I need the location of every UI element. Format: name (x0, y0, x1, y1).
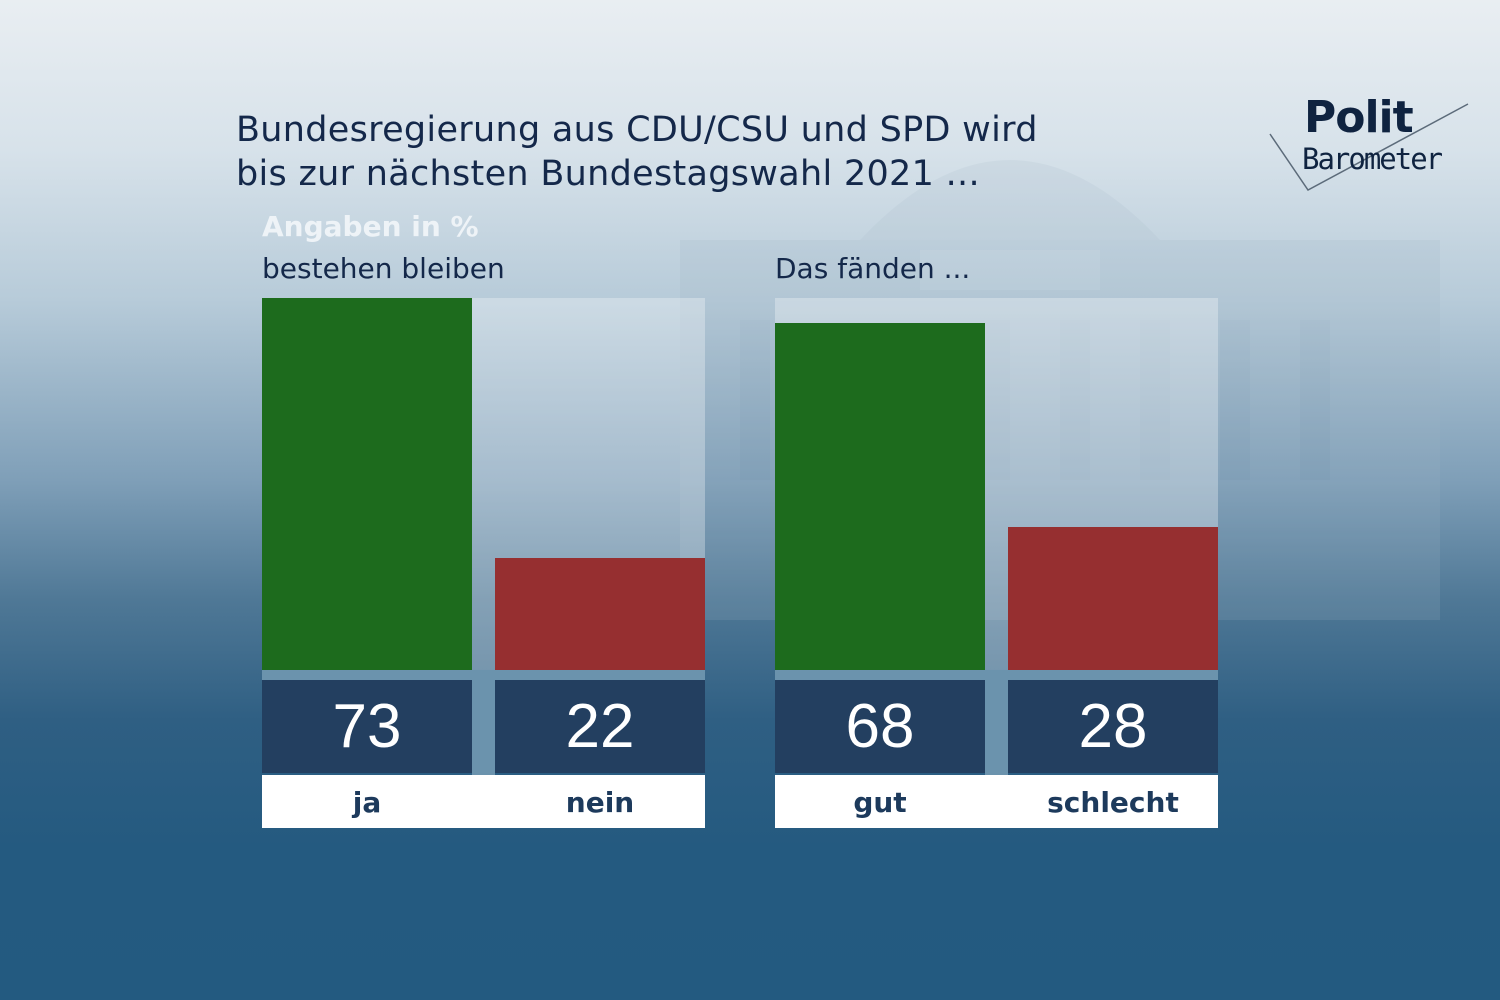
category-label-ja: ja (352, 786, 382, 819)
value-label-schlecht: 28 (1008, 680, 1218, 773)
logo-barometer: Barometer (1302, 142, 1443, 176)
unit-note: Angaben in % (262, 210, 479, 243)
politbarometer-logo: Polit Barometer (1268, 92, 1483, 202)
bar-gut (775, 323, 985, 670)
value-label-nein: 22 (495, 680, 705, 773)
value-label-ja: 73 (262, 680, 472, 773)
title-line-1: Bundesregierung aus CDU/CSU und SPD wird (236, 110, 1038, 150)
category-label-schlecht: schlecht (1047, 786, 1179, 819)
category-label-nein: nein (565, 786, 635, 819)
category-label-gut: gut (853, 786, 907, 819)
chart-title: Bundesregierung aus CDU/CSU und SPD wird… (236, 108, 1038, 196)
panel-1-category-row: ja nein (262, 775, 705, 828)
bar-ja (262, 298, 472, 670)
panel-1-subtitle: bestehen bleiben (262, 252, 505, 285)
panel-1-gap (472, 680, 495, 775)
checkmark-icon (1269, 103, 1469, 191)
panel-2-gap (985, 680, 1008, 775)
panel-2-separator (775, 670, 1218, 680)
logo-polit: Polit (1304, 92, 1414, 143)
panel-2-category-row: gut schlecht (775, 775, 1218, 828)
panel-2-subtitle: Das fänden ... (775, 252, 971, 285)
panel-1-separator (262, 670, 705, 680)
bar-nein (495, 557, 705, 670)
title-line-2: bis zur nächsten Bundestagswahl 2021 ... (236, 154, 980, 194)
value-label-gut: 68 (775, 680, 985, 773)
bar-schlecht (1008, 527, 1218, 670)
